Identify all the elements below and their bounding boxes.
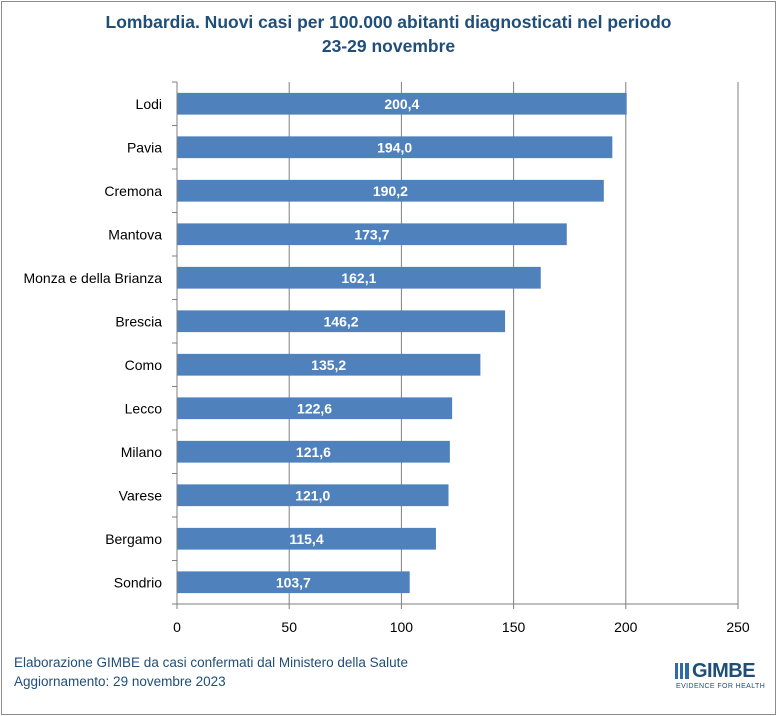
x-tick-label: 200 (614, 619, 638, 635)
chart-title-line-1: Lombardia. Nuovi casi per 100.000 abitan… (105, 12, 672, 32)
gimbe-logo-icon (675, 663, 689, 679)
data-label: 194,0 (377, 139, 412, 155)
data-label: 135,2 (311, 357, 346, 373)
data-label: 146,2 (324, 313, 359, 329)
bar-brescia (177, 310, 506, 333)
category-label: Pavia (127, 139, 162, 155)
data-label: 121,6 (296, 444, 331, 460)
chart-title: Lombardia. Nuovi casi per 100.000 abitan… (0, 10, 777, 58)
gimbe-logo-name: GIMBE (692, 660, 756, 682)
bar-sondrio (177, 571, 410, 594)
bar-varese (177, 484, 449, 507)
bar-cremona (177, 179, 604, 202)
category-label: Sondrio (114, 574, 162, 590)
data-label: 115,4 (289, 531, 323, 547)
bar-bergamo (177, 527, 436, 550)
data-label: 121,0 (295, 487, 330, 503)
x-tick-label: 150 (502, 619, 526, 635)
category-label: Milano (121, 444, 162, 460)
category-label: Cremona (104, 183, 162, 199)
data-label: 200,4 (384, 96, 419, 112)
bar-pavia (177, 136, 613, 159)
gimbe-logo-tagline: EVIDENCE FOR HEALTH (676, 683, 766, 690)
footer-source: Elaborazione GIMBE da casi confermati da… (14, 655, 408, 670)
category-label: Como (125, 357, 163, 373)
category-label: Brescia (115, 313, 162, 329)
category-label: Varese (119, 487, 163, 503)
bar-lecco (177, 397, 453, 420)
data-label: 122,6 (297, 400, 332, 416)
category-label: Mantova (108, 226, 162, 242)
bar-mantova (177, 223, 567, 246)
category-label: Monza e della Brianza (23, 270, 162, 286)
x-tick-label: 100 (390, 619, 414, 635)
x-tick-label: 50 (281, 619, 297, 635)
x-tick-label: 250 (726, 619, 750, 635)
category-label: Bergamo (105, 531, 162, 547)
footer-note: Elaborazione GIMBE da casi confermati da… (14, 653, 408, 691)
data-label: 173,7 (354, 226, 389, 242)
data-label: 162,1 (341, 270, 376, 286)
gimbe-logo: GIMBE EVIDENCE FOR HEALTH (675, 660, 765, 697)
data-label: 190,2 (373, 183, 408, 199)
bar-como (177, 353, 481, 376)
data-label: 103,7 (276, 574, 311, 590)
x-tick-label: 0 (173, 619, 181, 635)
bar-milano (177, 440, 450, 463)
category-label: Lecco (125, 400, 163, 416)
category-label: Lodi (136, 96, 162, 112)
bar-monza-e-della-brianza (177, 266, 541, 289)
bar-lodi (177, 92, 627, 115)
chart-title-line-2: 23-29 novembre (321, 36, 456, 56)
footer-updated: Aggiornamento: 29 novembre 2023 (14, 674, 226, 689)
